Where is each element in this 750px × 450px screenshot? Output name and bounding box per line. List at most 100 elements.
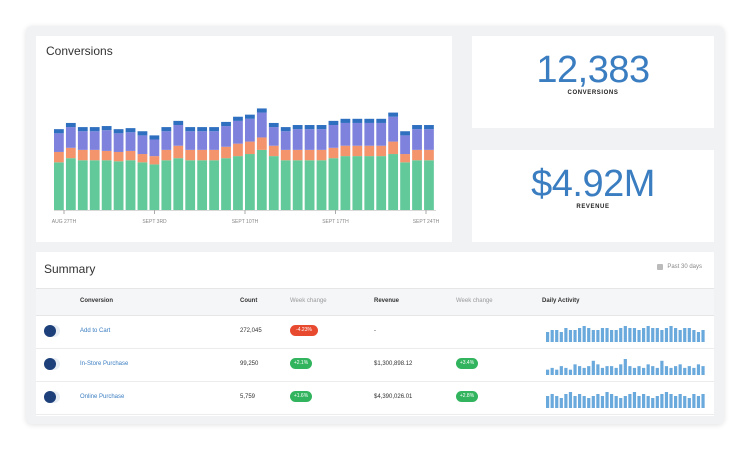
row-toggle[interactable] (44, 325, 60, 337)
table-row: Online Purchase 5,759 +1.6% $4,390,026.0… (36, 382, 714, 415)
bar-segment (125, 128, 136, 133)
spark-bar (646, 396, 650, 408)
spark-bar (651, 366, 655, 375)
bar-segment (65, 127, 76, 148)
date-range-selector[interactable]: Past 30 days (657, 264, 702, 270)
bar-segment (352, 145, 363, 157)
bar-segment (197, 149, 208, 161)
bar-segment (173, 145, 184, 159)
bar-segment (101, 126, 112, 131)
bar-segment (376, 118, 387, 123)
bar-segment (173, 125, 184, 146)
spark-bar (660, 360, 664, 375)
spark-bar (632, 392, 637, 408)
header-count-change[interactable]: Week change (290, 298, 327, 304)
spark-bar (559, 398, 563, 408)
count-value: 99,250 (240, 361, 259, 367)
spark-bar (646, 326, 650, 342)
bar-segment (137, 162, 148, 210)
spark-bar (701, 394, 705, 408)
bar-segment (364, 118, 375, 123)
bar-segment (221, 126, 231, 147)
header-count[interactable]: Count (240, 298, 258, 304)
revenue-value: $1,300,898.12 (374, 361, 413, 367)
toggle-knob (44, 391, 56, 403)
spark-bar (555, 396, 559, 408)
bar-segment (316, 129, 327, 150)
bar-segment (340, 145, 351, 157)
spark-bar (655, 396, 659, 408)
bar-segment (412, 125, 422, 130)
bar-segment (54, 162, 64, 210)
bar-segment (292, 125, 303, 130)
spark-bar (623, 396, 627, 408)
spark-bar (623, 326, 627, 342)
bar-segment (268, 156, 279, 210)
header-revenue-change[interactable]: Week change (456, 298, 493, 304)
spark-bar (687, 398, 691, 408)
bar-segment (424, 125, 434, 130)
kpi-revenue-label: REVENUE (576, 204, 610, 210)
spark-bar (591, 330, 595, 342)
kpi-conversions-card: 12,383 CONVERSIONS (472, 36, 714, 128)
header-revenue[interactable]: Revenue (374, 298, 400, 304)
spark-bar (610, 330, 614, 342)
bar-segment (364, 122, 375, 146)
bar-segment (412, 160, 422, 210)
spark-bar (628, 394, 632, 408)
spark-bar (664, 392, 669, 408)
spark-bar (550, 330, 554, 342)
bar-segment (280, 131, 291, 150)
row-toggle[interactable] (44, 391, 60, 403)
spark-bar (678, 394, 682, 408)
bar-segment (125, 132, 136, 151)
spark-bar (642, 367, 646, 375)
conversion-name-link[interactable]: Add to Cart (80, 328, 111, 334)
bar-segment (376, 122, 387, 146)
bar-segment (101, 160, 112, 210)
bar-segment (268, 145, 279, 157)
bar-segment (89, 160, 100, 210)
count-change-badge: -4.23% (290, 325, 318, 336)
bar-segment (113, 161, 124, 210)
spark-bar (614, 367, 618, 375)
header-conversion[interactable]: Conversion (80, 298, 114, 304)
bar-segment (149, 139, 160, 157)
bar-segment (233, 116, 243, 121)
spark-bar (568, 392, 573, 408)
bar-segment (256, 149, 267, 210)
count-value: 5,759 (240, 394, 256, 400)
bar-segment (161, 149, 172, 161)
bar-segment (364, 145, 375, 157)
bar-segment (388, 154, 399, 210)
spark-bar (660, 330, 664, 342)
daily-activity-sparkline (546, 326, 705, 342)
bar-segment (221, 146, 231, 159)
spark-bar (605, 366, 609, 375)
bar-segment (412, 129, 422, 150)
spark-bar (568, 369, 573, 375)
conversion-name-link[interactable]: Online Purchase (80, 394, 125, 400)
spark-bar (605, 328, 609, 342)
spark-bar (600, 396, 605, 408)
bar-segment (77, 160, 88, 210)
spark-bar (623, 359, 627, 375)
bar-segment (185, 131, 196, 150)
conversion-name-link[interactable]: In-Store Purchase (80, 361, 129, 367)
bar-segment (245, 154, 255, 210)
bar-segment (352, 122, 363, 146)
conversions-chart: AUG 27TH SEPT 3RD SEPT 10TH SEPT 17TH SEPT 2… (52, 108, 440, 225)
spark-bar (578, 366, 582, 375)
row-toggle[interactable] (44, 358, 60, 370)
bar-segment (316, 149, 327, 161)
spark-bar (614, 396, 618, 408)
bar-segment (77, 131, 88, 150)
spark-bar (683, 328, 687, 342)
bar-segment (412, 149, 422, 161)
bar-segment (376, 145, 387, 157)
bar-segment (161, 127, 172, 132)
bar-segment (304, 129, 315, 150)
bar-segment (233, 156, 243, 210)
summary-card: Summary Past 30 days Conversion Count We… (36, 252, 714, 416)
spark-bar (646, 364, 650, 375)
